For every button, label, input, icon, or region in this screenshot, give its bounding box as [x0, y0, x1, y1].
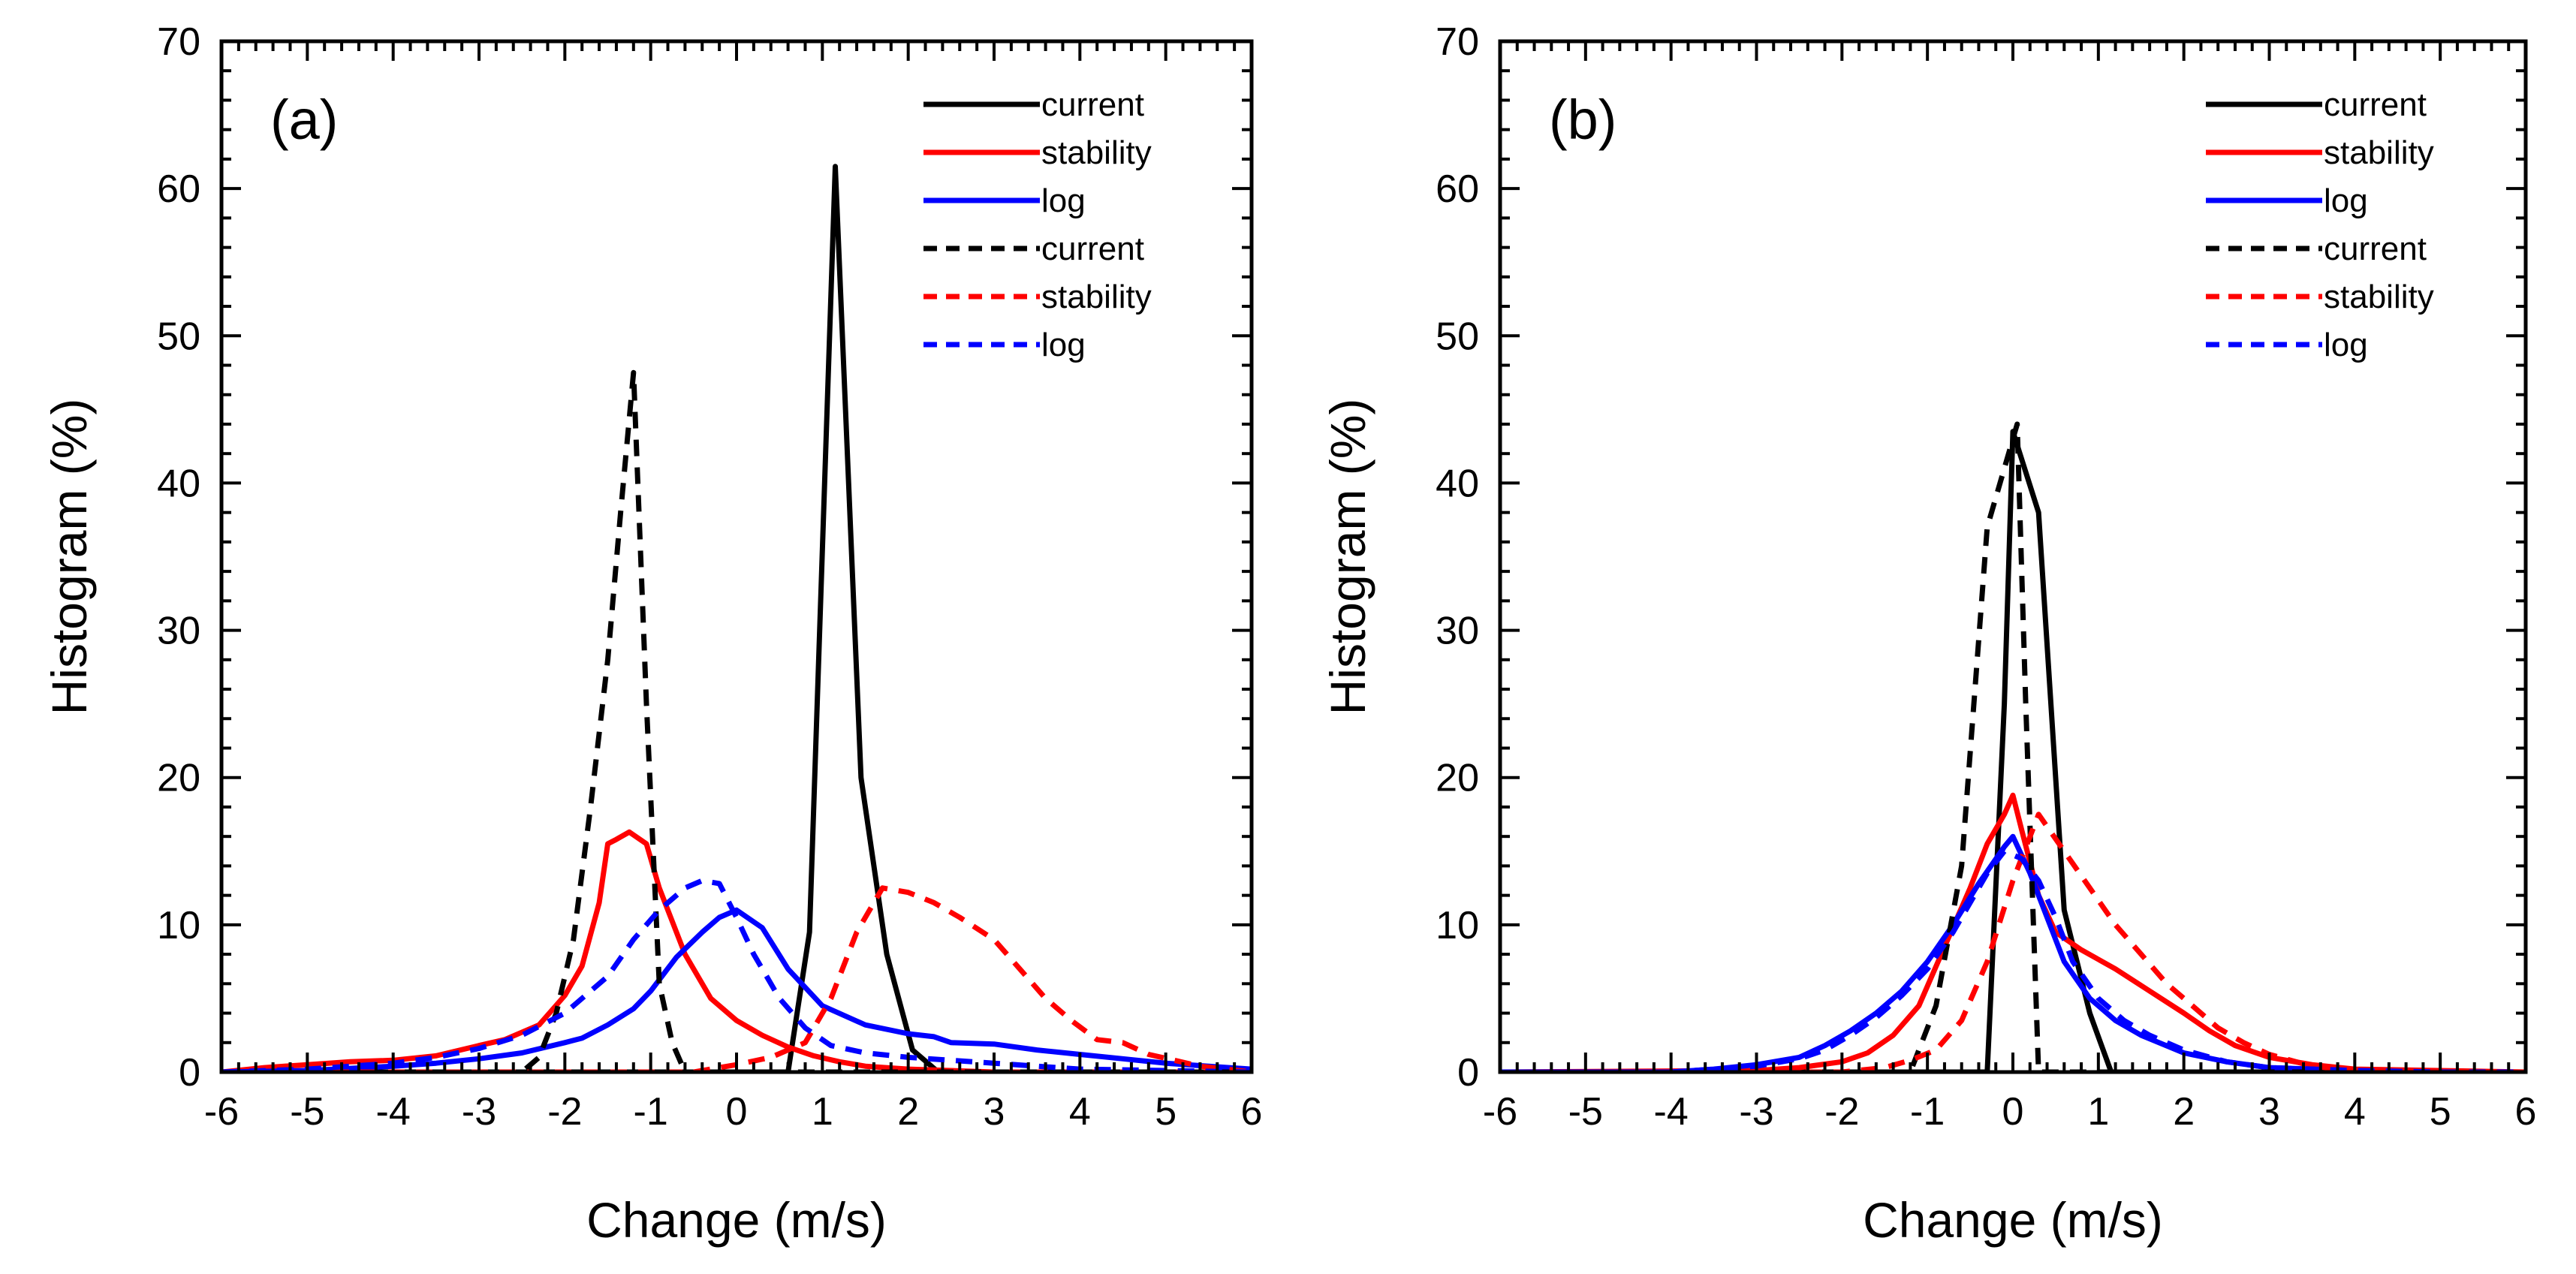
series-line-dashed-current: [1500, 421, 2526, 1072]
x-axis-title: Change (m/s): [586, 1192, 887, 1248]
legend-label: log: [1041, 182, 1086, 219]
x-tick-label: 5: [1155, 1090, 1177, 1134]
x-tick-label: 1: [2087, 1090, 2109, 1134]
x-tick-label: -2: [1824, 1090, 1859, 1134]
y-tick-label: 60: [1436, 167, 1479, 211]
x-tick-label: 2: [897, 1090, 919, 1134]
x-tick-label: 5: [2430, 1090, 2451, 1134]
x-tick-label: 6: [2515, 1090, 2537, 1134]
y-tick-label: 70: [1436, 20, 1479, 64]
y-tick-label: 50: [157, 315, 200, 358]
series-group: [221, 164, 1252, 1072]
legend-label: log: [2324, 327, 2368, 363]
x-tick-label: -1: [1910, 1090, 1945, 1134]
y-axis-title: Histogram (%): [1320, 399, 1375, 715]
x-tick-label: 2: [2173, 1090, 2195, 1134]
x-tick-label: -6: [204, 1090, 239, 1134]
x-tick-label: 3: [984, 1090, 1005, 1134]
series-line-solid-log: [221, 907, 1252, 1072]
chart-panel-a: -6 -5 -4 -3 -2 -1 0 1 2 3 4 5 6010203040506070Change…: [41, 20, 1262, 1248]
y-tick-label: 10: [1436, 904, 1479, 947]
series-line-solid-stability: [221, 829, 1252, 1072]
series-line-solid-log: [1500, 833, 2526, 1072]
series-line-dashed-stability: [221, 885, 1252, 1072]
series-line-dashed-log: [1500, 848, 2526, 1072]
x-tick-label: 0: [726, 1090, 748, 1134]
plot-frame: [1498, 39, 2528, 1074]
series-line-dashed-stability: [1500, 812, 2526, 1072]
x-tick-label: 3: [2258, 1090, 2280, 1134]
legend-label: current: [2324, 86, 2427, 123]
chart-panel-b: -6 -5 -4 -3 -2 -1 0 1 2 3 4 5 6010203040506070Change…: [1320, 20, 2536, 1248]
legend-label: log: [1041, 327, 1086, 363]
x-tick-label: -5: [290, 1090, 324, 1134]
y-tick-label: 0: [179, 1051, 200, 1095]
y-tick-label: 20: [1436, 757, 1479, 800]
panel-label: (a): [270, 89, 338, 151]
x-axis-title: Change (m/s): [1863, 1192, 2163, 1248]
legend: current stability log current stability log: [2206, 86, 2434, 363]
y-tick-label: 60: [157, 167, 200, 211]
legend-label: stability: [2324, 134, 2434, 171]
series-line-dashed-log: [221, 878, 1252, 1072]
plot-frame: [219, 39, 1254, 1074]
y-tick-label: 30: [157, 610, 200, 653]
legend: current stability log current stability log: [923, 86, 1152, 363]
legend-label: stability: [1041, 279, 1152, 315]
series-line-solid-current: [1500, 429, 2526, 1072]
y-axis-title: Histogram (%): [41, 399, 97, 715]
x-tick-label: -4: [1654, 1090, 1689, 1134]
x-tick-label: 0: [2002, 1090, 2024, 1134]
y-tick-label: 10: [157, 904, 200, 947]
legend-label: stability: [2324, 279, 2434, 315]
x-tick-label: -1: [634, 1090, 668, 1134]
x-tick-label: -6: [1483, 1090, 1517, 1134]
x-tick-label: 4: [2344, 1090, 2366, 1134]
y-tick-label: 70: [157, 20, 200, 64]
x-tick-label: 6: [1241, 1090, 1263, 1134]
x-tick-label: -3: [462, 1090, 496, 1134]
x-tick-label: 1: [812, 1090, 833, 1134]
y-tick-label: 40: [1436, 462, 1479, 505]
x-tick-label: 4: [1069, 1090, 1091, 1134]
x-tick-label: -3: [1739, 1090, 1773, 1134]
series-line-solid-current: [221, 164, 1252, 1072]
legend-label: stability: [1041, 134, 1152, 171]
series-group: [1500, 421, 2526, 1072]
y-tick-label: 50: [1436, 315, 1479, 358]
panel-label: (b): [1549, 89, 1616, 151]
legend-label: current: [2324, 230, 2427, 267]
y-tick-label: 30: [1436, 610, 1479, 653]
y-tick-label: 20: [157, 757, 200, 800]
y-tick-label: 40: [157, 462, 200, 505]
x-tick-label: -4: [376, 1090, 411, 1134]
legend-label: log: [2324, 182, 2368, 219]
x-tick-label: -2: [547, 1090, 582, 1134]
legend-label: current: [1041, 230, 1144, 267]
x-tick-label: -5: [1568, 1090, 1603, 1134]
series-line-dashed-current: [221, 369, 1252, 1072]
legend-label: current: [1041, 86, 1144, 123]
y-tick-label: 0: [1457, 1051, 1479, 1095]
